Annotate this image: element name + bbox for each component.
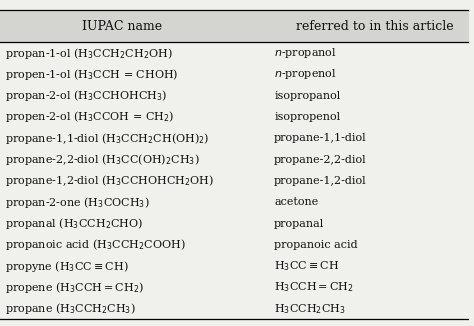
FancyBboxPatch shape bbox=[0, 64, 469, 85]
FancyBboxPatch shape bbox=[0, 128, 469, 149]
Text: propane-1,1-diol: propane-1,1-diol bbox=[274, 133, 367, 143]
Text: propanal: propanal bbox=[274, 218, 324, 229]
Text: propane-2,2-diol (H$_3$CC(OH)$_2$CH$_3$): propane-2,2-diol (H$_3$CC(OH)$_2$CH$_3$) bbox=[5, 152, 200, 167]
FancyBboxPatch shape bbox=[0, 10, 469, 42]
Text: propanoic acid: propanoic acid bbox=[274, 240, 358, 250]
Text: propan-2-ol (H$_3$CCHOHCH$_3$): propan-2-ol (H$_3$CCHOHCH$_3$) bbox=[5, 88, 167, 103]
Text: propan-2-one (H$_3$COCH$_3$): propan-2-one (H$_3$COCH$_3$) bbox=[5, 195, 149, 210]
Text: propyne (H$_3$CC$\equiv$CH): propyne (H$_3$CC$\equiv$CH) bbox=[5, 259, 128, 274]
Text: propane-1,2-diol (H$_3$CCHOHCH$_2$OH): propane-1,2-diol (H$_3$CCHOHCH$_2$OH) bbox=[5, 173, 214, 188]
Text: referred to in this article: referred to in this article bbox=[296, 20, 454, 33]
Text: IUPAC name: IUPAC name bbox=[82, 20, 162, 33]
FancyBboxPatch shape bbox=[0, 298, 469, 319]
FancyBboxPatch shape bbox=[0, 106, 469, 128]
Text: isopropenol: isopropenol bbox=[274, 112, 340, 122]
Text: H$_3$CCH$=$CH$_2$: H$_3$CCH$=$CH$_2$ bbox=[274, 281, 354, 294]
Text: propane (H$_3$CCH$_2$CH$_3$): propane (H$_3$CCH$_2$CH$_3$) bbox=[5, 301, 136, 316]
Text: propan-1-ol (H$_3$CCH$_2$CH$_2$OH): propan-1-ol (H$_3$CCH$_2$CH$_2$OH) bbox=[5, 46, 173, 61]
FancyBboxPatch shape bbox=[0, 149, 469, 170]
FancyBboxPatch shape bbox=[0, 277, 469, 298]
Text: propen-2-ol (H$_3$CCOH = CH$_2$): propen-2-ol (H$_3$CCOH = CH$_2$) bbox=[5, 110, 174, 125]
Text: propane-2,2-diol: propane-2,2-diol bbox=[274, 155, 367, 165]
Text: acetone: acetone bbox=[274, 197, 319, 207]
FancyBboxPatch shape bbox=[0, 256, 469, 277]
Text: H$_3$CCH$_2$CH$_3$: H$_3$CCH$_2$CH$_3$ bbox=[274, 302, 346, 316]
Text: $n$-propenol: $n$-propenol bbox=[274, 67, 337, 82]
Text: propene (H$_3$CCH$=$CH$_2$): propene (H$_3$CCH$=$CH$_2$) bbox=[5, 280, 144, 295]
FancyBboxPatch shape bbox=[0, 85, 469, 106]
Text: propane-1,1-diol (H$_3$CCH$_2$CH(OH)$_2$): propane-1,1-diol (H$_3$CCH$_2$CH(OH)$_2$… bbox=[5, 131, 209, 146]
Text: $n$-propanol: $n$-propanol bbox=[274, 46, 337, 60]
Text: isopropanol: isopropanol bbox=[274, 91, 340, 101]
Text: propen-1-ol (H$_3$CCH = CHOH): propen-1-ol (H$_3$CCH = CHOH) bbox=[5, 67, 178, 82]
FancyBboxPatch shape bbox=[0, 42, 469, 64]
Text: propanal (H$_3$CCH$_2$CHO): propanal (H$_3$CCH$_2$CHO) bbox=[5, 216, 143, 231]
Text: propane-1,2-diol: propane-1,2-diol bbox=[274, 176, 367, 186]
FancyBboxPatch shape bbox=[0, 213, 469, 234]
Text: H$_3$CC$\equiv$CH: H$_3$CC$\equiv$CH bbox=[274, 259, 339, 273]
FancyBboxPatch shape bbox=[0, 192, 469, 213]
FancyBboxPatch shape bbox=[0, 234, 469, 256]
Text: propanoic acid (H$_3$CCH$_2$COOH): propanoic acid (H$_3$CCH$_2$COOH) bbox=[5, 237, 185, 252]
FancyBboxPatch shape bbox=[0, 170, 469, 192]
